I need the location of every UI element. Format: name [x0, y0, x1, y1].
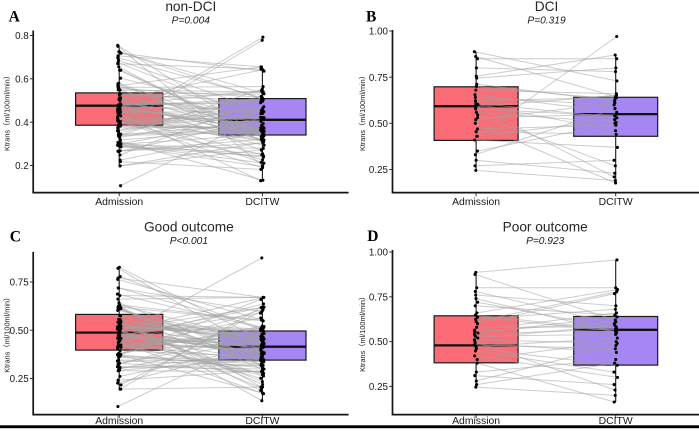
svg-text:1.00: 1.00	[369, 27, 389, 38]
svg-text:A: A	[9, 8, 21, 25]
svg-text:P<0.001: P<0.001	[170, 236, 208, 247]
svg-text:0.50: 0.50	[369, 119, 389, 130]
svg-text:Admission: Admission	[452, 416, 500, 427]
svg-text:0.50: 0.50	[10, 326, 30, 337]
svg-text:DCITW: DCITW	[599, 416, 633, 427]
svg-text:0.4: 0.4	[15, 118, 29, 129]
svg-text:Poor outcome: Poor outcome	[503, 220, 588, 235]
svg-text:DCITW: DCITW	[245, 197, 279, 208]
svg-text:P=0.319: P=0.319	[527, 15, 566, 26]
svg-text:0.75: 0.75	[369, 73, 389, 84]
svg-text:0.25: 0.25	[10, 374, 30, 385]
svg-text:Good outcome: Good outcome	[144, 220, 234, 235]
svg-text:0.75: 0.75	[10, 278, 30, 289]
svg-text:Admission: Admission	[452, 197, 500, 208]
svg-text:0.6: 0.6	[15, 74, 29, 85]
svg-text:Admission: Admission	[95, 197, 143, 208]
svg-text:DCITW: DCITW	[599, 197, 633, 208]
svg-text:D: D	[367, 228, 378, 245]
svg-text:0.2: 0.2	[15, 161, 29, 172]
svg-text:DCITW: DCITW	[245, 416, 279, 427]
svg-text:C: C	[10, 228, 21, 245]
svg-text:0.8: 0.8	[15, 31, 29, 42]
svg-text:non-DCI: non-DCI	[165, 0, 216, 14]
svg-text:1.00: 1.00	[369, 248, 389, 259]
svg-text:0.50: 0.50	[369, 337, 389, 348]
svg-text:0.75: 0.75	[369, 292, 389, 303]
svg-text:Ktrans（ml/100ml/min）: Ktrans（ml/100ml/min）	[358, 293, 367, 372]
svg-text:P=0.923: P=0.923	[526, 236, 565, 247]
svg-text:DCI: DCI	[535, 0, 559, 14]
svg-text:Ktrans（ml/100ml/min）: Ktrans（ml/100ml/min）	[2, 294, 11, 373]
svg-text:P=0.004: P=0.004	[172, 15, 211, 26]
svg-text:0.25: 0.25	[369, 165, 389, 176]
svg-text:0.25: 0.25	[369, 382, 389, 393]
svg-text:B: B	[366, 8, 376, 25]
svg-text:Admission: Admission	[95, 416, 143, 427]
svg-text:Ktrans（ml/100ml/min）: Ktrans（ml/100ml/min）	[358, 72, 367, 151]
svg-text:Ktrans（ml/100ml/min）: Ktrans（ml/100ml/min）	[2, 72, 11, 151]
